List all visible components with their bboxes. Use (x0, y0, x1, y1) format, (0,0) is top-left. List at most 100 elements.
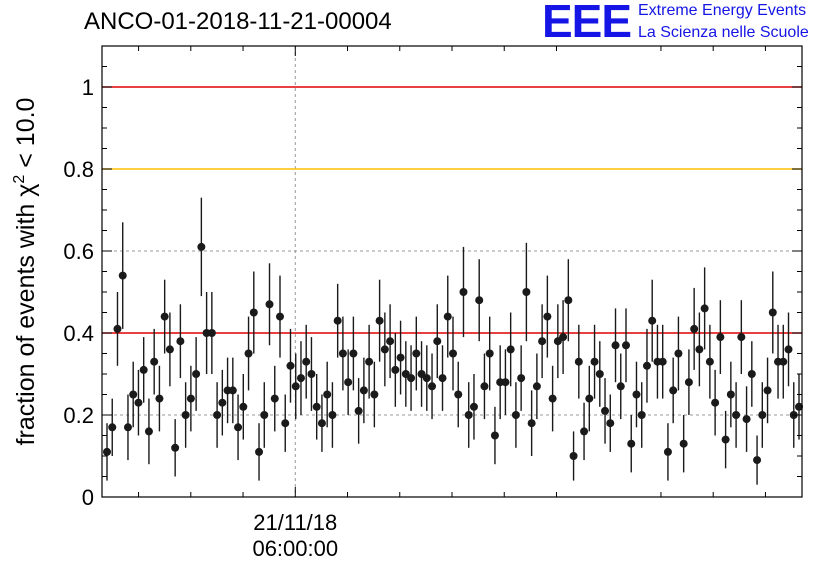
data-point (616, 382, 625, 391)
data-point (726, 390, 735, 399)
data-point (737, 333, 746, 342)
logo-mark: EEE (542, 0, 632, 47)
data-point (428, 382, 437, 391)
data-point (296, 374, 305, 383)
data-point (574, 357, 583, 366)
data-point (580, 427, 589, 436)
data-point (375, 316, 384, 325)
data-point (459, 288, 468, 296)
data-point (108, 423, 117, 432)
data-point (538, 337, 547, 346)
data-point (333, 316, 342, 325)
data-point (732, 411, 741, 419)
data-point (753, 456, 762, 465)
data-point (454, 390, 463, 399)
data-point (622, 341, 630, 350)
data-point (129, 390, 138, 399)
data-point (490, 431, 499, 440)
data-point (103, 447, 111, 456)
data-point (742, 415, 751, 424)
data-point (716, 333, 725, 342)
data-point (228, 386, 237, 395)
logo-line-1: Extreme Energy Events (638, 2, 807, 19)
y-tick-label: 0.8 (63, 157, 94, 182)
data-point (291, 382, 300, 391)
data-point (391, 365, 400, 374)
data-point (564, 296, 573, 305)
data-point (239, 402, 248, 411)
data-point (522, 288, 531, 296)
data-point (197, 242, 206, 251)
data-point (648, 316, 657, 325)
data-point (642, 361, 651, 370)
data-point (433, 337, 442, 346)
data-point (758, 411, 767, 419)
data-point (464, 411, 473, 419)
data-point (637, 411, 646, 419)
data-point (260, 411, 269, 419)
data-point (627, 439, 636, 448)
y-tick-label: 0.6 (63, 239, 94, 264)
data-point (548, 394, 557, 403)
data-point (501, 378, 510, 387)
data-point (338, 349, 347, 358)
data-point (569, 452, 578, 460)
data-point (779, 357, 788, 366)
data-point (359, 386, 368, 395)
data-point (354, 406, 363, 415)
data-point (270, 394, 279, 403)
data-point (438, 374, 447, 383)
data-point (207, 329, 216, 337)
y-axis-label-prefix: fraction of events with χ (12, 184, 40, 446)
data-point (349, 349, 358, 358)
data-point (611, 341, 620, 350)
data-point (344, 378, 353, 387)
data-point (527, 419, 536, 428)
data-point (795, 402, 803, 411)
data-point (281, 419, 290, 428)
data-point (601, 406, 610, 415)
data-point (386, 337, 395, 346)
data-point (255, 447, 264, 456)
data-point (244, 349, 253, 358)
data-point (249, 308, 258, 317)
y-tick-label: 0 (82, 485, 94, 510)
data-point (511, 411, 520, 419)
data-point (176, 337, 185, 346)
data-point (517, 374, 526, 383)
data-point (747, 370, 756, 378)
data-point (763, 386, 772, 395)
data-points (103, 197, 803, 485)
data-point (307, 370, 316, 378)
data-point (365, 357, 374, 366)
data-point (595, 370, 604, 378)
chart-title: ANCO-01-2018-11-21-00004 (84, 8, 392, 35)
data-point (606, 419, 615, 428)
data-point (276, 312, 284, 321)
data-point (658, 357, 667, 366)
data-point (165, 345, 174, 354)
data-point (123, 423, 132, 432)
y-tick-label: 0.2 (63, 403, 94, 428)
data-point (711, 398, 720, 407)
axis-ticks (102, 46, 802, 498)
data-point (768, 308, 777, 317)
data-point (684, 378, 693, 387)
data-point (469, 402, 478, 411)
data-point (370, 390, 379, 399)
data-point (213, 411, 222, 419)
data-point (532, 382, 541, 391)
data-point (663, 447, 672, 456)
data-point (721, 435, 730, 444)
plot-frame (101, 45, 803, 498)
data-point (150, 357, 159, 366)
y-axis-label-sup: 2 (11, 175, 28, 184)
data-point (218, 398, 227, 407)
data-point (181, 411, 190, 419)
data-point (422, 374, 431, 383)
data-point (312, 402, 321, 411)
y-tick-label: 0.4 (63, 321, 94, 346)
data-point (632, 390, 641, 399)
y-axis-label: fraction of events with χ2 < 10.0 (11, 98, 40, 446)
